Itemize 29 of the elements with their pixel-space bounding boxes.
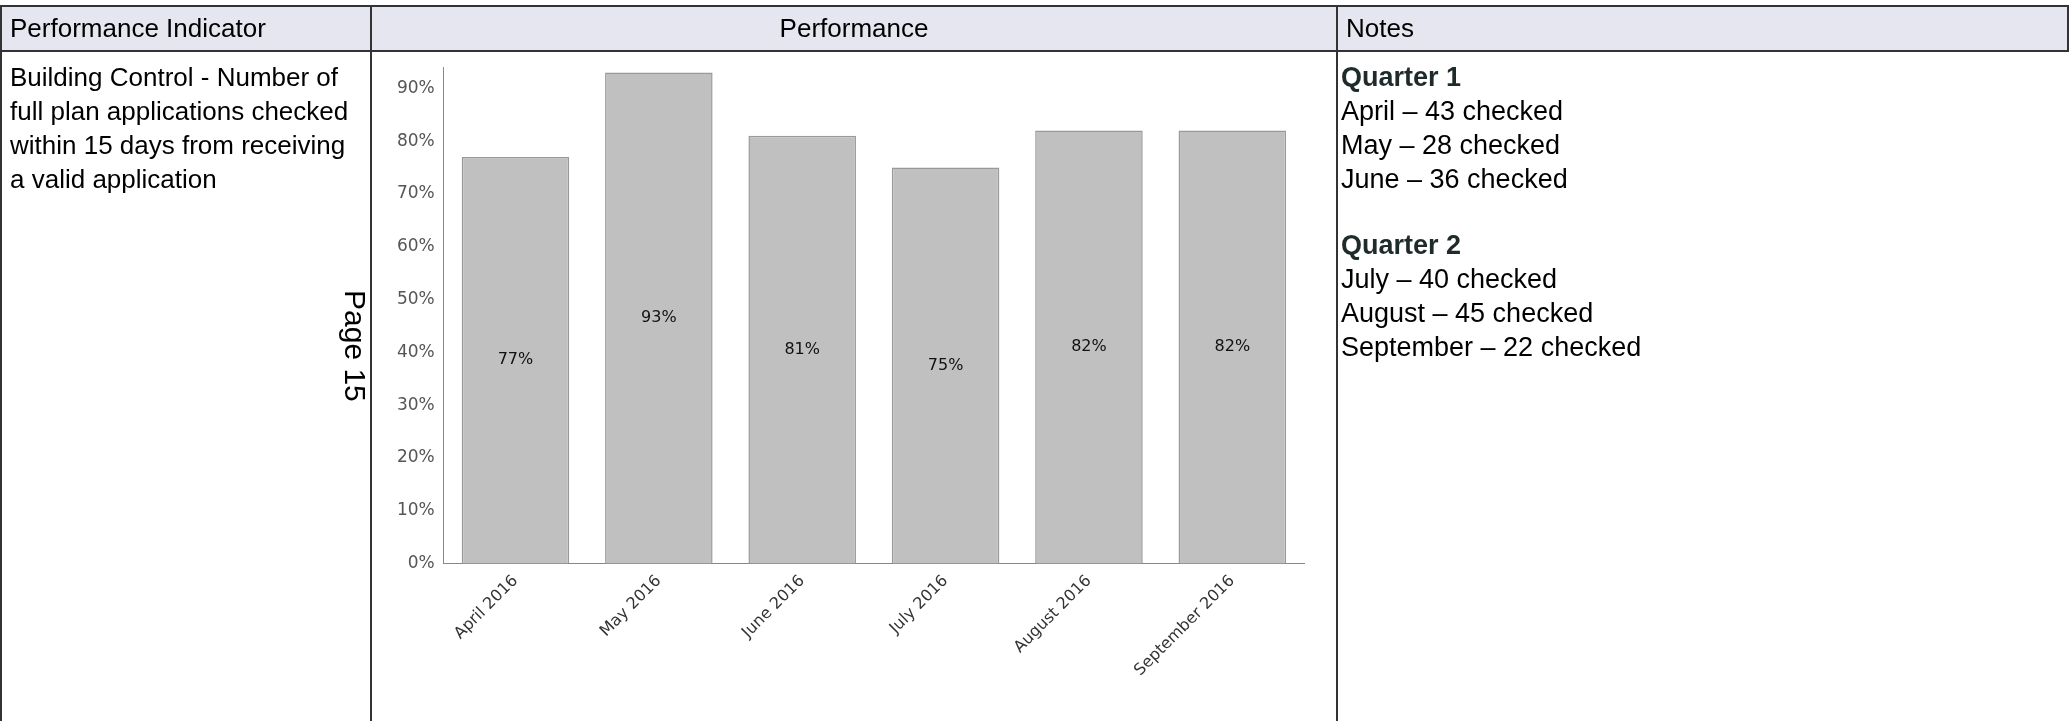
- text: Building Control - Number of full plan applications checked within 15 days from receiving a valid application: [10, 61, 350, 196]
- text: August – 45 checked: [1341, 297, 1595, 330]
- text: Quarter 1: [1341, 61, 1463, 94]
- text: September – 22 checked: [1341, 331, 1643, 364]
- y-tick-label: 30%: [396, 393, 435, 414]
- y-tick-label: 80%: [396, 129, 435, 150]
- text: Page 15: [338, 290, 372, 402]
- data-label: 93%: [641, 307, 677, 327]
- text: Notes: [1336, 5, 2069, 52]
- data-label: 82%: [1214, 336, 1251, 356]
- text: April – 43 checked: [1341, 95, 1565, 128]
- text: June – 36 checked: [1341, 163, 1569, 196]
- text: May – 28 checked: [1341, 129, 1562, 162]
- y-tick-label: 40%: [396, 340, 435, 361]
- text: Quarter 2: [1341, 229, 1463, 262]
- y-tick-label: 90%: [396, 76, 435, 97]
- y-tick-label: 50%: [396, 287, 435, 308]
- data-label: 77%: [497, 349, 534, 369]
- data-label: 82%: [1071, 336, 1107, 356]
- y-tick-label: 0%: [407, 551, 435, 572]
- text: Performance Indicator: [0, 5, 372, 52]
- data-label: 81%: [784, 338, 820, 358]
- y-tick-label: 60%: [396, 235, 435, 256]
- data-label: 75%: [927, 354, 964, 374]
- y-tick-label: 10%: [396, 499, 435, 520]
- text: Performance: [370, 5, 1338, 52]
- text: July – 40 checked: [1341, 263, 1559, 296]
- y-tick-label: 70%: [396, 182, 435, 203]
- y-tick-label: 20%: [396, 446, 435, 467]
